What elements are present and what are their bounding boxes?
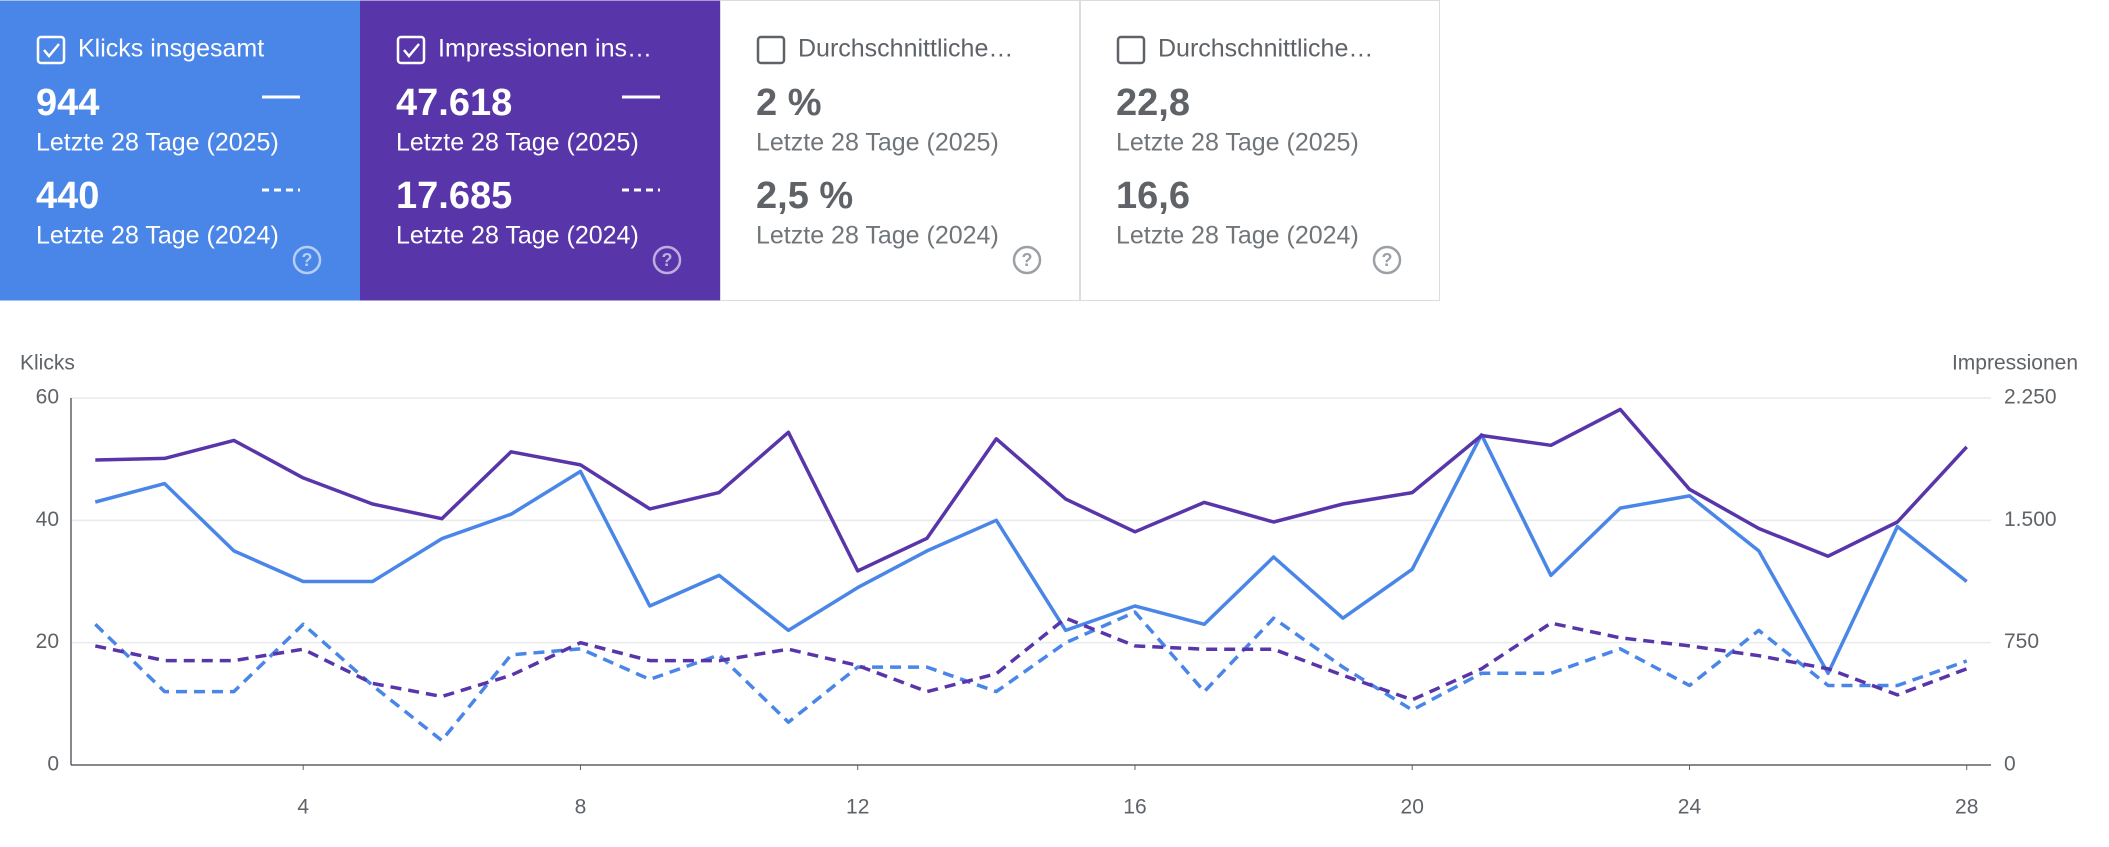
help-icon[interactable]: ? xyxy=(1372,245,1402,275)
help-icon[interactable]: ? xyxy=(292,245,322,275)
x-tick-label: 4 xyxy=(297,796,309,819)
metric-card[interactable]: Durchschnittliche… 2 % Letzte 28 Tage (202… xyxy=(720,0,1080,301)
metric-period: Letzte 28 Tage (2024) xyxy=(1116,222,1359,250)
metric-card[interactable]: Klicks insgesamt 944 Letzte 28 Tage (2025)… xyxy=(0,0,360,301)
y2-axis-title: Impressionen xyxy=(1952,352,2078,375)
metric-value: 2 % xyxy=(756,82,821,124)
checkmark xyxy=(43,43,60,58)
y2-tick-label: 1.500 xyxy=(2004,508,2057,531)
metric-value: 16,6 xyxy=(1116,175,1190,217)
metric-period: Letzte 28 Tage (2025) xyxy=(396,129,639,157)
card-label: Klicks insgesamt xyxy=(78,35,264,63)
y-axis-title: Klicks xyxy=(20,352,75,375)
y-tick-label: 60 xyxy=(36,386,59,409)
help-circle xyxy=(1012,245,1042,275)
line xyxy=(94,432,1968,676)
card-label: Impressionen ins… xyxy=(438,35,652,63)
checkbox[interactable] xyxy=(1116,35,1146,65)
help-circle xyxy=(652,245,682,275)
checkbox[interactable] xyxy=(36,35,66,65)
metric-period: Letzte 28 Tage (2024) xyxy=(36,222,279,250)
checkbox[interactable] xyxy=(756,35,786,65)
metric-value: 2,5 % xyxy=(756,175,853,217)
metric-period: Letzte 28 Tage (2024) xyxy=(396,222,639,250)
card-label: Durchschnittliche… xyxy=(1158,35,1373,63)
metric-period: Letzte 28 Tage (2025) xyxy=(756,129,999,157)
y-tick-label: 20 xyxy=(36,630,59,653)
checkmark xyxy=(403,43,420,58)
metric-period: Letzte 28 Tage (2025) xyxy=(1116,129,1359,157)
help-mark: ? xyxy=(302,250,313,270)
help-mark: ? xyxy=(662,250,673,270)
metric-card[interactable]: Durchschnittliche… 22,8 Letzte 28 Tage (20… xyxy=(1080,0,1440,301)
x-tick-label: 28 xyxy=(1955,796,1978,819)
metric-card[interactable]: Impressionen ins… 47.618 Letzte 28 Tage (2… xyxy=(360,0,720,301)
card-label: Durchschnittliche… xyxy=(798,35,1013,63)
help-circle xyxy=(1372,245,1402,275)
metric-value: 944 xyxy=(36,82,99,124)
y2-tick-label: 2.250 xyxy=(2004,386,2057,409)
help-mark: ? xyxy=(1022,250,1033,270)
line xyxy=(95,407,1968,573)
checkbox[interactable] xyxy=(396,35,426,65)
x-tick-label: 8 xyxy=(575,796,587,819)
x-tick-label: 20 xyxy=(1401,796,1424,819)
help-mark: ? xyxy=(1382,250,1393,270)
dashed-line xyxy=(94,616,1968,702)
metric-value: 22,8 xyxy=(1116,82,1190,124)
y2-tick-label: 0 xyxy=(2004,753,2016,776)
y2-tick-label: 750 xyxy=(2004,630,2039,653)
x-tick-label: 24 xyxy=(1678,796,1702,819)
help-icon[interactable]: ? xyxy=(652,245,682,275)
y-tick-label: 0 xyxy=(47,753,59,776)
metric-value: 47.618 xyxy=(396,82,512,124)
help-circle xyxy=(292,245,322,275)
metric-value: 440 xyxy=(36,175,99,217)
y-tick-label: 40 xyxy=(36,508,59,531)
metric-value: 17.685 xyxy=(396,175,512,217)
x-tick-label: 12 xyxy=(846,796,869,819)
dashed-line xyxy=(94,610,1968,743)
x-tick-label: 16 xyxy=(1123,796,1146,819)
help-icon[interactable]: ? xyxy=(1012,245,1042,275)
metric-period: Letzte 28 Tage (2025) xyxy=(36,129,279,157)
metric-period: Letzte 28 Tage (2024) xyxy=(756,222,999,250)
